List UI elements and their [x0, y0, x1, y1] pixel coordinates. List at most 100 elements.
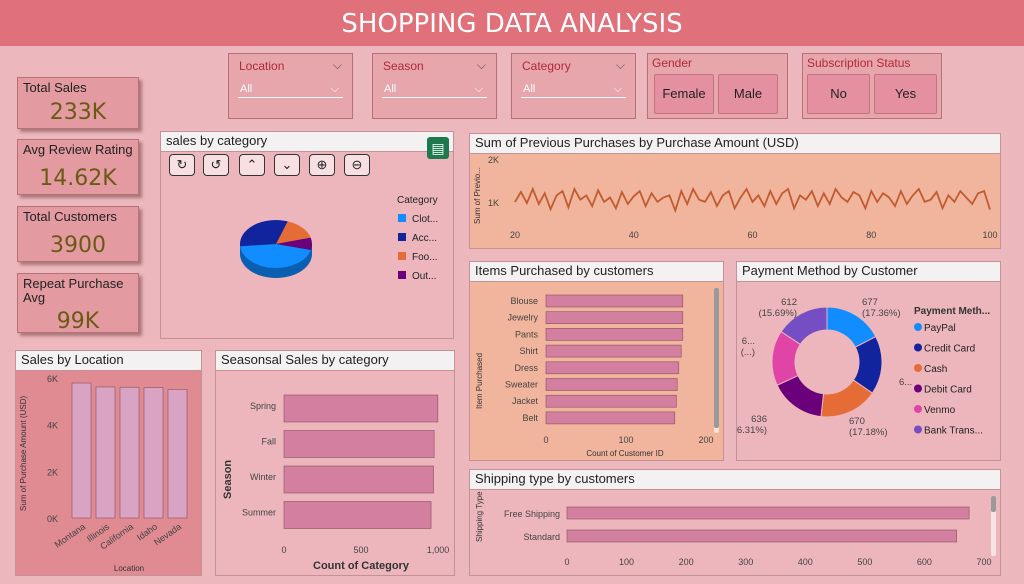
x-axis-label: Count of Category: [313, 560, 410, 572]
bar[interactable]: [95, 386, 116, 519]
dropdown-value: All: [523, 83, 536, 95]
location-slicer[interactable]: Location ⌵ All ⌵: [228, 53, 353, 119]
bar[interactable]: [283, 394, 439, 423]
drill-down-icon[interactable]: ⌄: [274, 154, 300, 176]
category-label: Fall: [261, 437, 276, 447]
chevron-down-icon[interactable]: ⌵: [332, 58, 342, 72]
zoom-in-icon[interactable]: ⊕: [309, 154, 335, 176]
donut-slice[interactable]: [780, 306, 828, 346]
panel-title: Items Purchased by customers: [470, 262, 723, 282]
legend-label: Venmo: [924, 405, 956, 416]
x-tick: 80: [866, 230, 876, 240]
season-dropdown[interactable]: All ⌵: [382, 81, 487, 98]
data-label: 6...: [899, 377, 912, 388]
x-tick: 500: [857, 557, 872, 567]
bar[interactable]: [283, 465, 434, 494]
y-tick: 4K: [47, 421, 58, 431]
pie-slice[interactable]: [276, 237, 312, 250]
legend-label: Debit Card: [924, 385, 972, 396]
bar[interactable]: [545, 294, 684, 308]
season-slicer[interactable]: Season ⌵ All ⌵: [372, 53, 497, 119]
legend-title: Category: [397, 195, 438, 206]
kpi-label: Avg Review Rating: [23, 142, 133, 157]
legend-swatch: [914, 323, 922, 331]
subscription-yes-button[interactable]: Yes: [874, 74, 937, 114]
kpi-value: 14.62K: [39, 166, 117, 191]
shipping-chart-svg: Shipping Type Free Shipping Standard 0 100 2…: [475, 491, 996, 567]
scrollbar-thumb[interactable]: [714, 288, 719, 428]
pie-slice[interactable]: [240, 220, 288, 247]
bar[interactable]: [545, 411, 676, 425]
chevron-down-icon[interactable]: ⌵: [476, 58, 486, 72]
bar[interactable]: [545, 378, 678, 391]
chevron-down-icon: ⌵: [613, 83, 622, 95]
kpi-avg-review-rating: Avg Review Rating 14.62K: [17, 139, 139, 195]
y-axis-label: Item Purchased: [475, 353, 484, 409]
panel-title: Seasonsal Sales by category: [216, 351, 454, 371]
bar[interactable]: [283, 501, 432, 529]
bar[interactable]: [566, 506, 970, 520]
bar[interactable]: [545, 361, 680, 375]
shipping-type-panel: Shipping type by customers Shipping Type…: [469, 469, 1001, 576]
data-label: (...): [741, 347, 755, 358]
kpi-value: 233K: [49, 100, 107, 125]
pie-chart-svg: Category Clot... Acc... Foo... Out...: [240, 195, 438, 282]
data-label: 636: [751, 414, 767, 425]
pie-slice[interactable]: [240, 244, 311, 268]
chevron-down-icon[interactable]: ⌵: [615, 58, 625, 72]
y-tick: 1K: [488, 198, 499, 208]
bar[interactable]: [545, 394, 677, 408]
category-slicer[interactable]: Category ⌵ All ⌵: [511, 53, 636, 119]
bar[interactable]: [119, 386, 140, 519]
bar[interactable]: [71, 382, 92, 519]
category-label: Jacket: [512, 396, 539, 406]
kpi-label: Total Sales: [23, 80, 87, 95]
x-tick: 200: [698, 435, 713, 445]
legend-label: Credit Card: [924, 344, 975, 355]
legend-swatch: [398, 252, 406, 260]
y-tick: 2K: [488, 155, 499, 165]
zoom-out-icon[interactable]: ⊖: [344, 154, 370, 176]
location-dropdown[interactable]: All ⌵: [238, 81, 343, 98]
dropdown-value: All: [384, 83, 397, 95]
line-chart-svg: Sum of Previo... 2K 1K 20 40 60 80 100: [473, 155, 998, 240]
legend-swatch: [914, 364, 922, 372]
x-tick: 1,000: [427, 545, 450, 555]
bar[interactable]: [545, 344, 682, 358]
legend-swatch: [914, 405, 922, 413]
bar[interactable]: [143, 387, 164, 519]
payment-method-panel: Payment Method by Customer 677 (17.36%) 6.…: [736, 261, 1001, 461]
dashboard-title: SHOPPING DATA ANALYSIS: [0, 0, 1024, 46]
gender-male-button[interactable]: Male: [718, 74, 778, 114]
bar[interactable]: [545, 328, 684, 341]
x-tick: 0: [564, 557, 569, 567]
legend-label: Bank Trans...: [924, 426, 983, 437]
undo-icon[interactable]: ↺: [203, 154, 229, 176]
legend-label: Foo...: [412, 252, 438, 263]
bar[interactable]: [167, 389, 188, 519]
legend-label: Out...: [412, 271, 436, 282]
category-dropdown[interactable]: All ⌵: [521, 81, 626, 98]
sales-by-category-panel: sales by category ↻ ↺ ⌃ ⌄ ⊕ ⊖ ▤ Category…: [160, 131, 454, 339]
legend-swatch: [398, 233, 406, 241]
kpi-total-customers: Total Customers 3900: [17, 206, 139, 262]
drill-up-icon[interactable]: ⌃: [239, 154, 265, 176]
subscription-no-button[interactable]: No: [807, 74, 870, 114]
pie-slice[interactable]: [276, 221, 311, 244]
x-axis-label: Location: [114, 564, 144, 573]
focus-mode-icon[interactable]: ▤: [427, 137, 449, 159]
gender-female-button[interactable]: Female: [654, 74, 714, 114]
bar[interactable]: [283, 430, 435, 458]
panel-title: Shipping type by customers: [470, 470, 1000, 490]
legend-label: PayPal: [924, 323, 956, 334]
category-label: Free Shipping: [504, 509, 560, 519]
bar[interactable]: [566, 529, 957, 543]
data-label: (15.69%): [758, 308, 797, 319]
kpi-value: 3900: [50, 233, 106, 258]
refresh-icon[interactable]: ↻: [169, 154, 195, 176]
category-label: Spring: [250, 401, 276, 411]
scrollbar-thumb[interactable]: [991, 496, 996, 512]
y-axis-label: Sum of Purchase Amount (USD): [19, 396, 28, 511]
bar[interactable]: [545, 311, 684, 325]
data-label: (17.18%): [849, 427, 888, 438]
